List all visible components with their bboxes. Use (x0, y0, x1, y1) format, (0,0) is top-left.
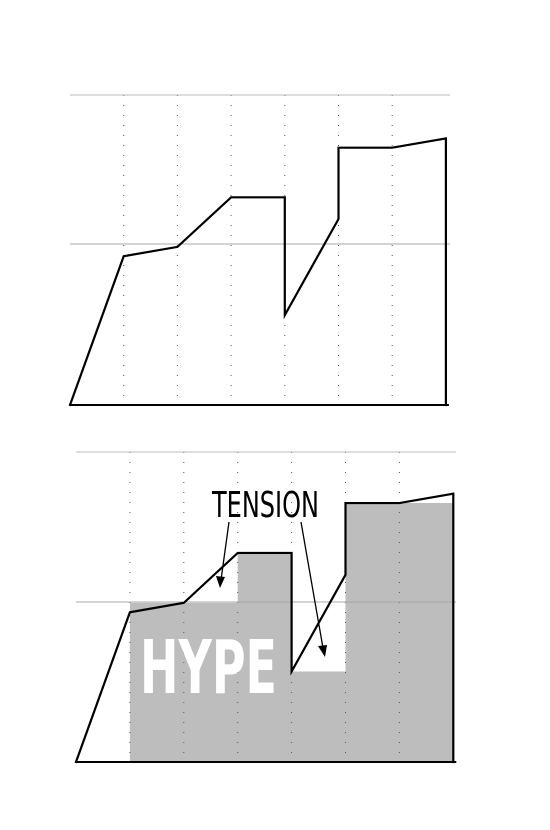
tension-arrow-right-head (318, 645, 327, 657)
tension-label: TENSION (211, 485, 319, 526)
tension-curve-line (74, 492, 455, 764)
bottom-chart: HYPE TENSION (74, 451, 457, 764)
tension-arrow-left-head (216, 576, 225, 588)
tension-arrow-left (220, 521, 230, 581)
tension-arrow-right (300, 521, 324, 649)
top-curve-line (68, 137, 447, 407)
top-chart (68, 94, 450, 407)
hype-label: HYPE (140, 625, 277, 711)
